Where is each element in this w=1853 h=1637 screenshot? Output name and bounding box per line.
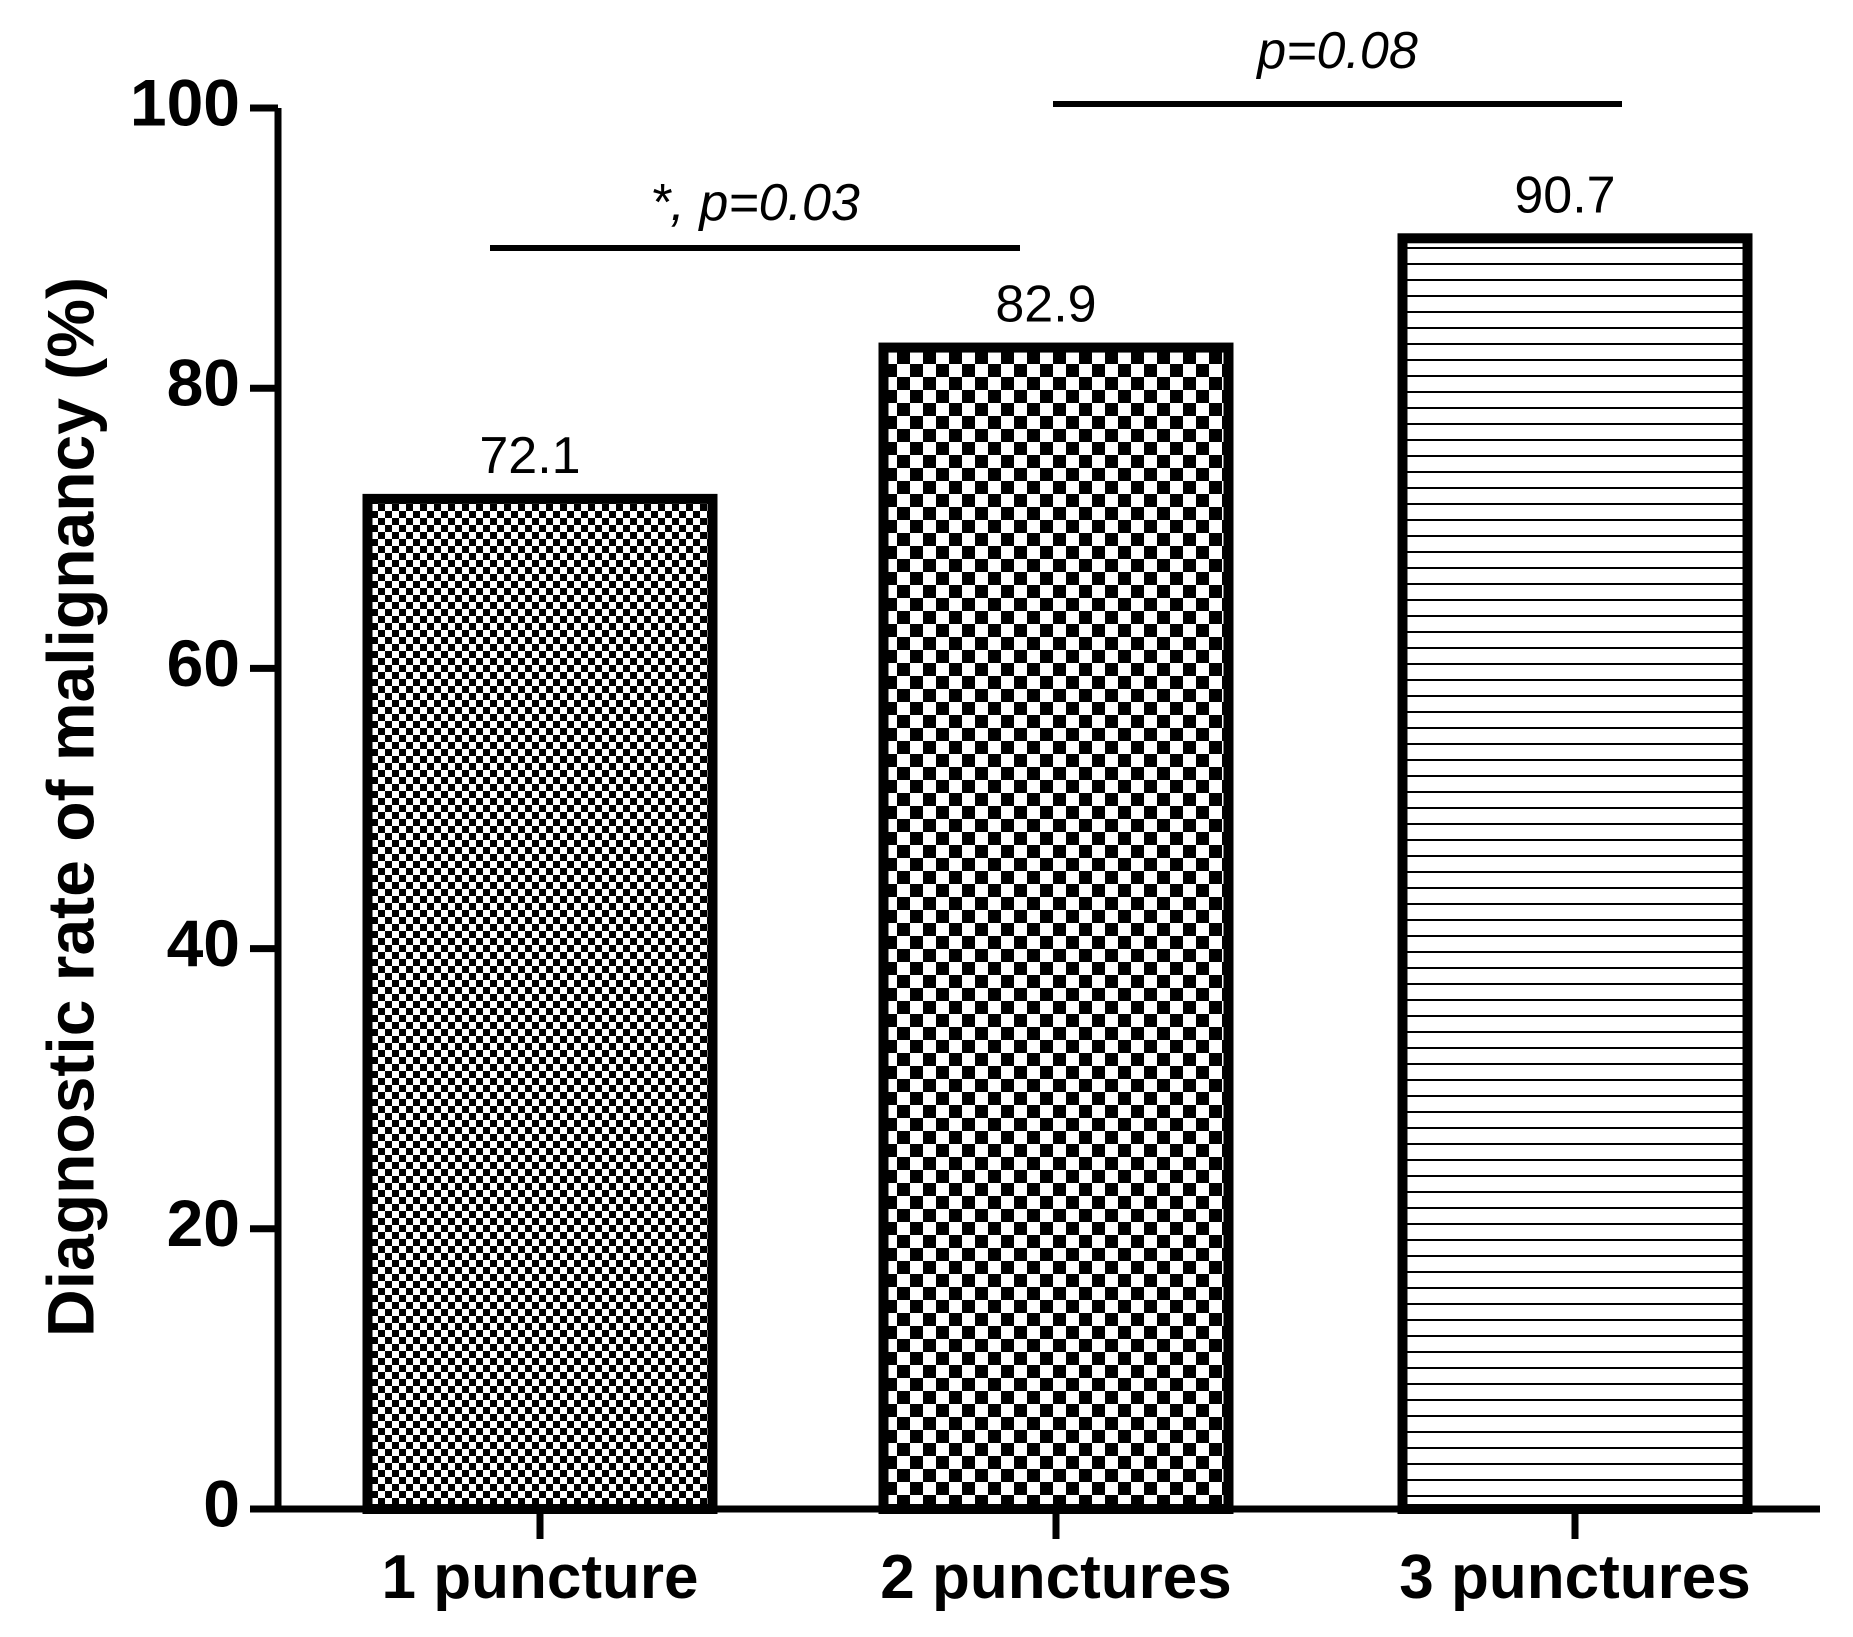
y-tick-label: 0 xyxy=(203,1466,240,1540)
x-axis-ticks: 1 puncture 2 punctures 3 punctures xyxy=(382,1509,1751,1612)
x-tick-label: 3 punctures xyxy=(1399,1543,1750,1612)
y-tick-label: 40 xyxy=(167,906,240,980)
x-tick-label: 2 punctures xyxy=(880,1543,1231,1612)
x-tick-label: 1 puncture xyxy=(382,1543,699,1612)
significance-label: *, p=0.03 xyxy=(650,174,860,232)
bar-1 xyxy=(362,493,718,1514)
y-tick-label: 100 xyxy=(130,65,240,139)
y-axis-title: Diagnostic rate of malignancy (%) xyxy=(33,277,107,1337)
y-tick-label: 80 xyxy=(167,346,240,420)
data-label-2: 82.9 xyxy=(995,276,1096,334)
bar-2 xyxy=(878,342,1234,1514)
y-axis-ticks: 0 20 40 60 80 100 xyxy=(130,65,278,1540)
data-label-1: 72.1 xyxy=(479,427,580,485)
bar-3 xyxy=(1397,233,1753,1515)
y-tick-label: 60 xyxy=(167,626,240,700)
significance-annotations: *, p=0.03 p=0.08 xyxy=(490,22,1622,251)
bars: 72.1 82.9 90.7 xyxy=(362,166,1753,1515)
significance-label: p=0.08 xyxy=(1255,22,1418,80)
data-label-3: 90.7 xyxy=(1514,166,1615,224)
y-tick-label: 20 xyxy=(167,1186,240,1260)
